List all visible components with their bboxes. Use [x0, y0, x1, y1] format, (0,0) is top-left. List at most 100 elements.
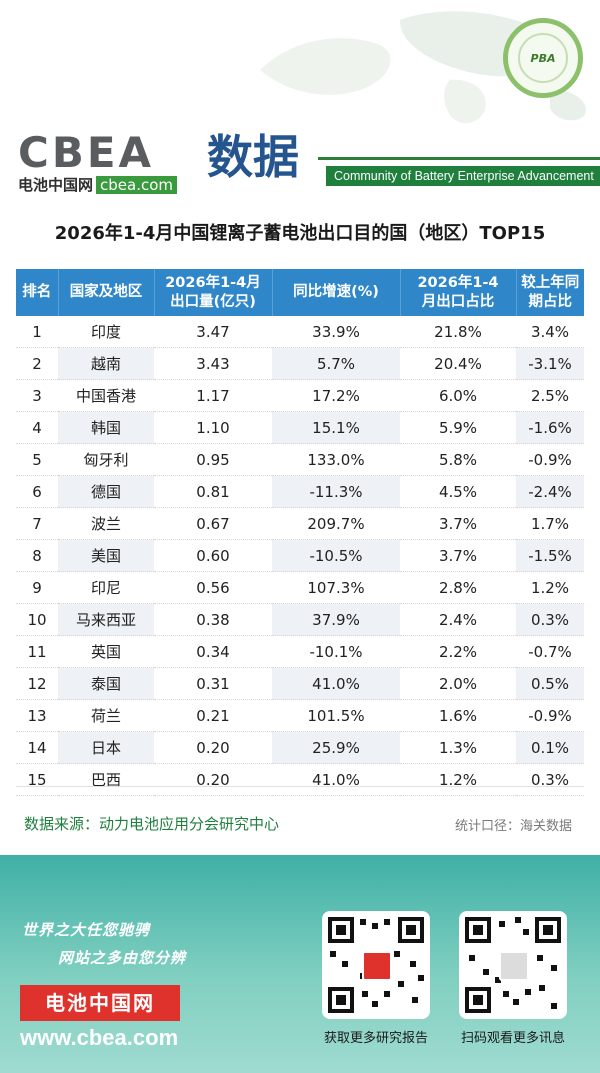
- table-row: 3 中国香港 1.17 17.2% 6.0% 2.5%: [16, 379, 584, 412]
- table-row: 11 英国 0.34 -10.1% 2.2% -0.7%: [16, 635, 584, 668]
- footer-divider: [16, 786, 584, 787]
- cell-yoy: -10.5%: [272, 539, 400, 572]
- cell-rank: 12: [16, 667, 58, 700]
- cell-change: 0.3%: [516, 763, 584, 796]
- table-row: 1 印度 3.47 33.9% 21.8% 3.4%: [16, 316, 584, 348]
- cell-change: 1.7%: [516, 507, 584, 540]
- cell-change: 1.2%: [516, 571, 584, 604]
- cell-yoy: 209.7%: [272, 507, 400, 540]
- cell-volume: 0.95: [154, 443, 272, 476]
- cell-volume: 3.43: [154, 347, 272, 380]
- cell-share: 2.4%: [400, 603, 516, 636]
- cell-volume: 0.31: [154, 667, 272, 700]
- qr-logo-icon: [499, 951, 529, 981]
- cell-rank: 3: [16, 379, 58, 412]
- cell-change: -0.9%: [516, 443, 584, 476]
- cell-change: 2.5%: [516, 379, 584, 412]
- cell-yoy: -11.3%: [272, 475, 400, 508]
- slogan-line2: 网站之多由您分辨: [58, 949, 187, 967]
- table-row: 15 巴西 0.20 41.0% 1.2% 0.3%: [16, 763, 584, 796]
- cell-change: 3.4%: [516, 316, 584, 348]
- table-row: 2 越南 3.43 5.7% 20.4% -3.1%: [16, 347, 584, 380]
- cell-country: 日本: [58, 731, 154, 764]
- cell-volume: 0.20: [154, 763, 272, 796]
- cell-yoy: 107.3%: [272, 571, 400, 604]
- cell-yoy: 133.0%: [272, 443, 400, 476]
- cell-change: -1.6%: [516, 411, 584, 444]
- cell-change: -1.5%: [516, 539, 584, 572]
- cell-country: 马来西亚: [58, 603, 154, 636]
- brand-badge[interactable]: 电池中国网: [20, 985, 180, 1021]
- cell-yoy: -10.1%: [272, 635, 400, 668]
- cell-volume: 0.60: [154, 539, 272, 572]
- cell-yoy: 41.0%: [272, 667, 400, 700]
- cell-rank: 5: [16, 443, 58, 476]
- table-row: 12 泰国 0.31 41.0% 2.0% 0.5%: [16, 667, 584, 700]
- cell-country: 美国: [58, 539, 154, 572]
- logo-text: CBEA: [18, 128, 155, 177]
- qr-pattern: [328, 917, 424, 1013]
- slogan-line1: 世界之大任您驰骋: [22, 921, 151, 939]
- export-table: 排名 国家及地区 2026年1-4月 出口量(亿只) 同比增速(%) 2026年1…: [16, 269, 584, 796]
- cell-country: 德国: [58, 475, 154, 508]
- header-banner: PBA CBEA 电池中国网 cbea.com 数据 Community of B…: [0, 0, 600, 200]
- cell-share: 2.0%: [400, 667, 516, 700]
- cell-rank: 2: [16, 347, 58, 380]
- table-row: 5 匈牙利 0.95 133.0% 5.8% -0.9%: [16, 443, 584, 476]
- cell-volume: 1.10: [154, 411, 272, 444]
- table-row: 8 美国 0.60 -10.5% 3.7% -1.5%: [16, 539, 584, 572]
- header-change: 较上年同 期占比: [516, 269, 584, 316]
- table-row: 14 日本 0.20 25.9% 1.3% 0.1%: [16, 731, 584, 764]
- table-row: 4 韩国 1.10 15.1% 5.9% -1.6%: [16, 411, 584, 444]
- table-header-row: 排名 国家及地区 2026年1-4月 出口量(亿只) 同比增速(%) 2026年1…: [16, 269, 584, 316]
- table-row: 10 马来西亚 0.38 37.9% 2.4% 0.3%: [16, 603, 584, 636]
- logo-sub-cn: 电池中国网: [18, 176, 94, 194]
- cell-change: -3.1%: [516, 347, 584, 380]
- qr-code-icon[interactable]: [322, 911, 430, 1019]
- qr-code-icon[interactable]: [459, 911, 567, 1019]
- cell-yoy: 33.9%: [272, 316, 400, 348]
- cell-volume: 0.20: [154, 731, 272, 764]
- header-change-line1: 较上年同: [521, 274, 580, 291]
- cell-country: 波兰: [58, 507, 154, 540]
- header-volume-line1: 2026年1-4月: [165, 274, 261, 291]
- cell-volume: 0.21: [154, 699, 272, 732]
- cell-volume: 0.81: [154, 475, 272, 508]
- cell-share: 1.2%: [400, 763, 516, 796]
- qr-caption-reports: 获取更多研究报告: [323, 1031, 428, 1046]
- cell-yoy: 25.9%: [272, 731, 400, 764]
- page-title: 2026年1-4月中国锂离子蓄电池出口目的国（地区）TOP15: [54, 223, 546, 244]
- cell-volume: 1.17: [154, 379, 272, 412]
- cell-change: -2.4%: [516, 475, 584, 508]
- cell-rank: 14: [16, 731, 58, 764]
- table-row: 13 荷兰 0.21 101.5% 1.6% -0.9%: [16, 699, 584, 732]
- cell-rank: 9: [16, 571, 58, 604]
- cell-rank: 15: [16, 763, 58, 796]
- cell-change: 0.1%: [516, 731, 584, 764]
- logo-sub-url: cbea.com: [96, 176, 178, 194]
- qr-logo-icon: [362, 951, 392, 981]
- cell-share: 6.0%: [400, 379, 516, 412]
- cell-volume: 0.34: [154, 635, 272, 668]
- cell-yoy: 41.0%: [272, 763, 400, 796]
- header-volume: 2026年1-4月 出口量(亿只): [154, 269, 273, 316]
- cell-country: 印度: [58, 316, 154, 348]
- qr-pattern: [465, 917, 561, 1013]
- cell-share: 21.8%: [400, 316, 516, 348]
- cell-volume: 3.47: [154, 316, 272, 348]
- cell-share: 3.7%: [400, 507, 516, 540]
- badge-label: PBA: [518, 33, 568, 83]
- community-banner: Community of Battery Enterprise Advancem…: [326, 166, 600, 186]
- header-share-line1: 2026年1-4: [417, 274, 499, 291]
- cell-rank: 13: [16, 699, 58, 732]
- cell-rank: 6: [16, 475, 58, 508]
- cell-volume: 0.38: [154, 603, 272, 636]
- cell-change: -0.7%: [516, 635, 584, 668]
- cell-rank: 10: [16, 603, 58, 636]
- brand-url[interactable]: www.cbea.com: [20, 1025, 179, 1050]
- logo-subtitle: 电池中国网 cbea.com: [18, 174, 178, 195]
- cell-country: 泰国: [58, 667, 154, 700]
- cell-country: 匈牙利: [58, 443, 154, 476]
- table-row: 6 德国 0.81 -11.3% 4.5% -2.4%: [16, 475, 584, 508]
- header-country: 国家及地区: [58, 269, 155, 316]
